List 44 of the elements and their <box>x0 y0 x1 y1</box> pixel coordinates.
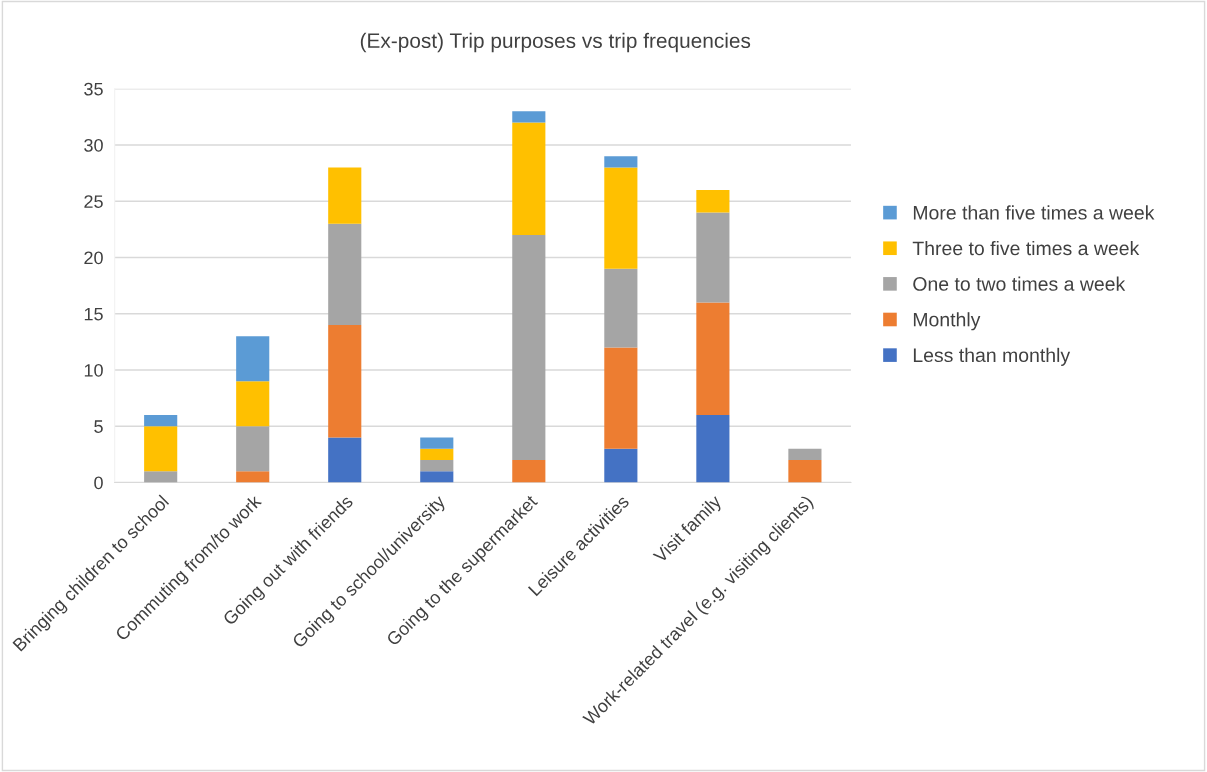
bar <box>696 190 730 213</box>
bar <box>236 381 270 427</box>
y-tick-label: 25 <box>84 195 103 208</box>
bar <box>696 302 730 416</box>
bar <box>604 448 638 483</box>
bar <box>420 471 454 483</box>
bar <box>144 471 178 483</box>
y-tick-label: 30 <box>84 138 103 152</box>
bar <box>420 460 454 472</box>
bar <box>236 336 270 382</box>
bar <box>144 415 178 427</box>
bar <box>604 347 638 449</box>
y-tick-label: 20 <box>84 251 103 265</box>
legend-label: Three to five times a week <box>912 240 1140 256</box>
bar <box>328 325 362 438</box>
bar <box>328 167 362 224</box>
bar <box>788 460 822 483</box>
bar <box>512 460 546 483</box>
legend-label: Monthly <box>913 312 981 331</box>
bar <box>328 437 362 483</box>
bar <box>236 426 270 472</box>
bar <box>788 448 822 460</box>
bar <box>604 268 638 348</box>
bar <box>512 111 546 123</box>
y-tick-label: 0 <box>94 476 103 490</box>
bar <box>420 437 454 449</box>
legend-label: One to two times a week <box>913 276 1126 291</box>
chart-title: (Ex-post) Trip purposes vs trip frequencies <box>360 32 751 53</box>
bar <box>604 167 638 269</box>
bar <box>328 223 362 326</box>
y-tick-label: 15 <box>84 307 103 321</box>
bar <box>696 415 730 483</box>
bar <box>144 426 178 472</box>
bar <box>236 471 270 483</box>
bar <box>604 156 638 168</box>
bar <box>512 235 546 460</box>
y-tick-label: 5 <box>94 420 103 433</box>
legend-label: More than five times a week <box>913 205 1155 220</box>
bar <box>420 448 454 460</box>
bar <box>696 212 730 303</box>
bar <box>512 122 546 236</box>
legend-label: Less than monthly <box>913 347 1071 366</box>
y-tick-label: 10 <box>84 363 103 377</box>
y-tick-label: 35 <box>84 82 103 96</box>
